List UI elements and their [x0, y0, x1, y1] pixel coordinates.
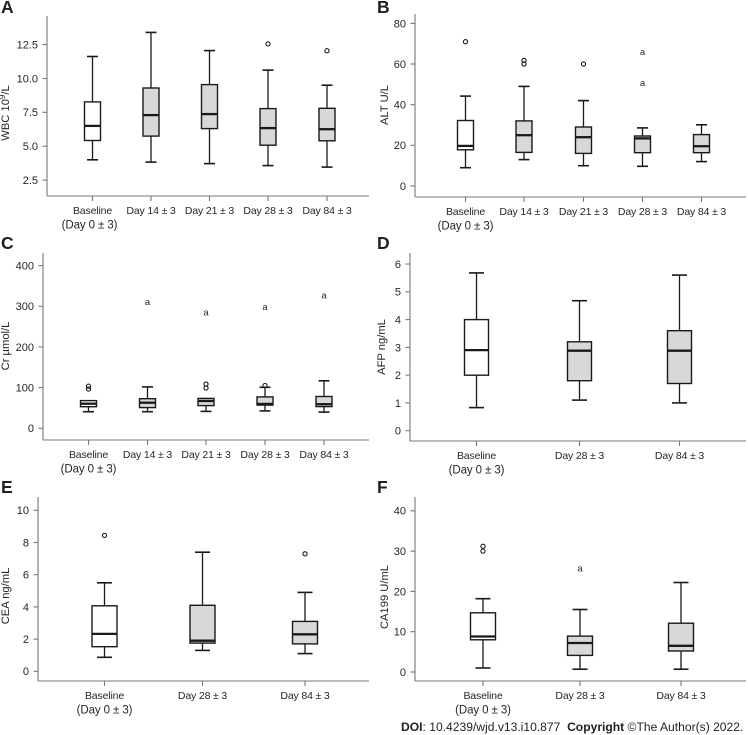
svg-text:CA199 U/mL: CA199 U/mL: [379, 565, 391, 629]
svg-text:8: 8: [23, 537, 29, 549]
svg-text:Cr µmol/L: Cr µmol/L: [0, 322, 12, 371]
svg-text:a: a: [203, 307, 209, 318]
svg-text:Day 84 ± 3: Day 84 ± 3: [302, 205, 352, 217]
svg-text:6: 6: [23, 570, 29, 582]
svg-text:a: a: [640, 78, 646, 89]
svg-text:300: 300: [16, 301, 34, 313]
svg-text:Day 21 ± 3: Day 21 ± 3: [181, 449, 231, 461]
svg-text:(Day 0 ± 3): (Day 0 ± 3): [77, 705, 133, 717]
svg-text:40: 40: [394, 506, 406, 518]
svg-text:a: a: [640, 47, 646, 58]
svg-text:C: C: [1, 233, 14, 253]
svg-text:4: 4: [23, 602, 29, 614]
svg-text:A: A: [1, 0, 14, 17]
svg-text:Baseline: Baseline: [85, 690, 124, 702]
svg-text:Day 21 ± 3: Day 21 ± 3: [185, 205, 235, 217]
svg-text:2: 2: [395, 370, 401, 382]
svg-text:0: 0: [400, 181, 406, 193]
svg-text:a: a: [577, 563, 583, 574]
svg-text:D: D: [377, 233, 390, 253]
svg-text:a: a: [262, 302, 268, 313]
svg-text:WBC 109/L: WBC 109/L: [0, 85, 12, 140]
svg-text:Day 28 ± 3: Day 28 ± 3: [243, 205, 293, 217]
svg-text:DOI: 10.4239/wjd.v13.i10.877: DOI: 10.4239/wjd.v13.i10.877 Copyright ©…: [401, 720, 743, 734]
svg-text:(Day 0 ± 3): (Day 0 ± 3): [438, 221, 494, 233]
svg-text:4: 4: [395, 315, 401, 327]
svg-text:2: 2: [23, 634, 29, 646]
svg-text:Day 14 ± 3: Day 14 ± 3: [123, 449, 173, 461]
svg-text:Baseline: Baseline: [463, 690, 502, 702]
svg-text:0: 0: [23, 666, 29, 678]
svg-text:0: 0: [400, 667, 406, 679]
svg-text:E: E: [1, 477, 13, 497]
svg-text:10: 10: [394, 627, 406, 639]
svg-text:Day 28 ± 3: Day 28 ± 3: [618, 206, 668, 218]
svg-text:1: 1: [395, 398, 401, 410]
svg-text:F: F: [377, 477, 388, 497]
svg-text:0: 0: [395, 426, 401, 438]
svg-text:7.5: 7.5: [23, 107, 38, 119]
svg-text:Day 28 ± 3: Day 28 ± 3: [240, 449, 290, 461]
svg-text:6: 6: [395, 259, 401, 271]
svg-text:Baseline: Baseline: [446, 206, 485, 218]
svg-text:Day 28 ± 3: Day 28 ± 3: [555, 450, 605, 462]
svg-text:Baseline: Baseline: [69, 449, 108, 461]
svg-text:AFP ng/mL: AFP ng/mL: [376, 319, 388, 375]
svg-text:Day 21 ± 3: Day 21 ± 3: [559, 206, 609, 218]
svg-text:80: 80: [394, 18, 406, 30]
svg-text:200: 200: [16, 342, 34, 354]
svg-text:Day 84 ± 3: Day 84 ± 3: [656, 690, 706, 702]
svg-text:400: 400: [16, 261, 34, 273]
svg-text:20: 20: [394, 140, 406, 152]
svg-text:Day 84 ± 3: Day 84 ± 3: [655, 450, 705, 462]
svg-text:ALT U/L: ALT U/L: [379, 85, 391, 125]
svg-text:Day 28 ± 3: Day 28 ± 3: [555, 690, 605, 702]
svg-text:2.5: 2.5: [23, 175, 38, 187]
svg-text:40: 40: [394, 100, 406, 112]
svg-text:0: 0: [28, 423, 34, 435]
svg-text:3: 3: [395, 342, 401, 354]
svg-text:a: a: [145, 297, 151, 308]
svg-text:Day 14 ± 3: Day 14 ± 3: [126, 205, 176, 217]
svg-text:Baseline: Baseline: [73, 205, 112, 217]
svg-text:Day 84 ± 3: Day 84 ± 3: [677, 206, 727, 218]
svg-text:(Day 0 ± 3): (Day 0 ± 3): [449, 465, 505, 477]
svg-text:100: 100: [16, 383, 34, 395]
svg-text:5.0: 5.0: [23, 141, 38, 153]
svg-text:60: 60: [394, 59, 406, 71]
svg-text:(Day 0 ± 3): (Day 0 ± 3): [62, 220, 118, 232]
svg-text:(Day 0 ± 3): (Day 0 ± 3): [61, 464, 117, 476]
svg-text:20: 20: [394, 586, 406, 598]
svg-text:Day 28 ± 3: Day 28 ± 3: [178, 690, 228, 702]
svg-text:30: 30: [394, 546, 406, 558]
svg-text:Day 84 ± 3: Day 84 ± 3: [280, 690, 330, 702]
svg-text:5: 5: [395, 287, 401, 299]
svg-text:Day 84 ± 3: Day 84 ± 3: [299, 449, 349, 461]
svg-text:Day 14 ± 3: Day 14 ± 3: [499, 206, 549, 218]
svg-text:B: B: [377, 0, 390, 17]
svg-text:Baseline: Baseline: [457, 450, 496, 462]
svg-text:10: 10: [17, 505, 29, 517]
svg-text:12.5: 12.5: [17, 40, 38, 52]
svg-text:CEA ng/mL: CEA ng/mL: [0, 568, 12, 625]
svg-text:(Day 0 ± 3): (Day 0 ± 3): [455, 705, 511, 717]
svg-text:10.0: 10.0: [17, 73, 38, 85]
svg-text:a: a: [321, 290, 327, 301]
